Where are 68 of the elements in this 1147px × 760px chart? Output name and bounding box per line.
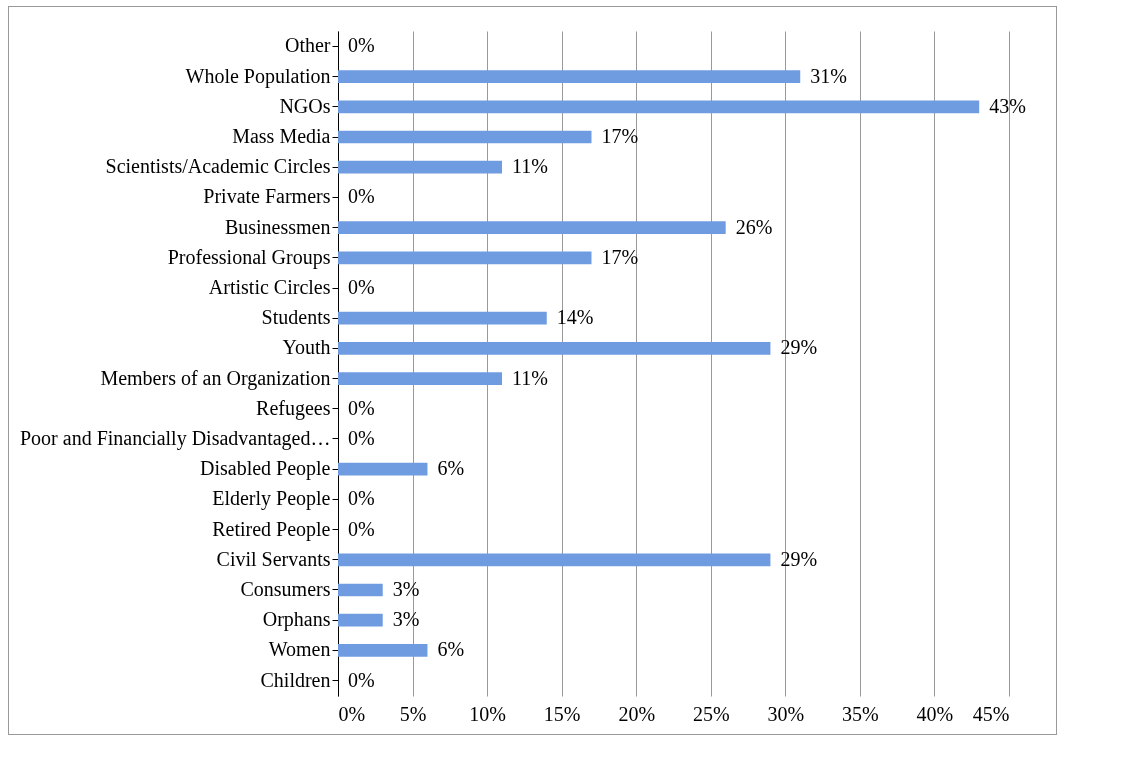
y-tick-label: Refugees xyxy=(256,396,331,420)
y-tick-label: Whole Population xyxy=(185,64,331,88)
y-tick-label: Professional Groups xyxy=(167,245,331,269)
data-label: 17% xyxy=(601,245,639,268)
data-label: 14% xyxy=(556,306,594,329)
bar xyxy=(338,613,383,627)
y-tick-label: Orphans xyxy=(262,608,331,632)
y-tick-label: Other xyxy=(284,34,331,57)
data-label: 0% xyxy=(348,517,375,540)
data-label: 17% xyxy=(601,125,639,147)
bar xyxy=(338,311,547,325)
y-tick-label: Mass Media xyxy=(232,125,331,147)
data-label: 29% xyxy=(780,547,818,570)
bar xyxy=(338,160,503,174)
bar xyxy=(338,553,771,567)
y-tick-label: Disabled People xyxy=(199,457,331,481)
x-tick-label: 45% xyxy=(972,702,1010,725)
y-tick-label: Retired People xyxy=(212,517,331,541)
y-tick-label: Members of an Organization xyxy=(100,366,331,390)
data-label: 6% xyxy=(437,638,465,661)
y-tick-label: Poor and Financially Disadvantaged… xyxy=(20,427,331,450)
data-label: 0% xyxy=(348,185,375,208)
data-label: 0% xyxy=(348,487,375,510)
data-label: 3% xyxy=(392,608,420,631)
x-tick-label: 30% xyxy=(767,702,805,725)
data-label: 0% xyxy=(348,396,375,419)
y-tick-label: Women xyxy=(268,638,331,661)
bar xyxy=(338,70,801,83)
y-tick-label: Students xyxy=(261,306,331,329)
y-tick-label: Businessmen xyxy=(224,215,331,238)
x-tick-label: 25% xyxy=(692,702,730,725)
data-label: 11% xyxy=(512,155,548,178)
x-tick-label: 20% xyxy=(618,702,656,725)
data-label: 29% xyxy=(780,336,818,359)
y-tick-label: Consumers xyxy=(240,578,331,600)
y-tick-label: Elderly People xyxy=(212,487,331,511)
x-tick-label: 35% xyxy=(842,702,879,725)
bar xyxy=(338,251,592,265)
data-label: 0% xyxy=(348,34,375,57)
bar xyxy=(338,644,428,657)
data-label: 31% xyxy=(810,64,847,87)
y-tick-label: Private Farmers xyxy=(203,185,331,208)
x-tick-label: 5% xyxy=(399,702,427,725)
bar xyxy=(338,342,771,355)
data-label: 6% xyxy=(437,457,465,480)
bar xyxy=(338,100,980,114)
y-tick-label: Civil Servants xyxy=(216,547,331,570)
data-label: 11% xyxy=(512,366,548,389)
data-label: 43% xyxy=(989,94,1026,117)
x-tick-label: 40% xyxy=(916,702,954,725)
data-label: 0% xyxy=(348,276,375,298)
bar xyxy=(338,221,726,234)
y-tick-label: Scientists/Academic Circles xyxy=(105,155,331,178)
bar xyxy=(338,583,383,597)
x-tick-label: 10% xyxy=(469,702,506,725)
data-label: 0% xyxy=(348,668,375,691)
data-label: 26% xyxy=(735,215,773,238)
x-tick-label: 0% xyxy=(338,702,366,725)
x-tick-label: 15% xyxy=(543,702,581,725)
data-label: 3% xyxy=(392,578,420,600)
y-tick-label: Children xyxy=(260,668,331,691)
y-tick-label: Artistic Circles xyxy=(208,276,331,298)
data-label: 0% xyxy=(348,427,375,449)
y-tick-label: Youth xyxy=(282,336,331,359)
bar xyxy=(338,462,428,476)
bar xyxy=(338,130,592,144)
y-tick-label: NGOs xyxy=(279,94,331,117)
bar xyxy=(338,372,503,385)
